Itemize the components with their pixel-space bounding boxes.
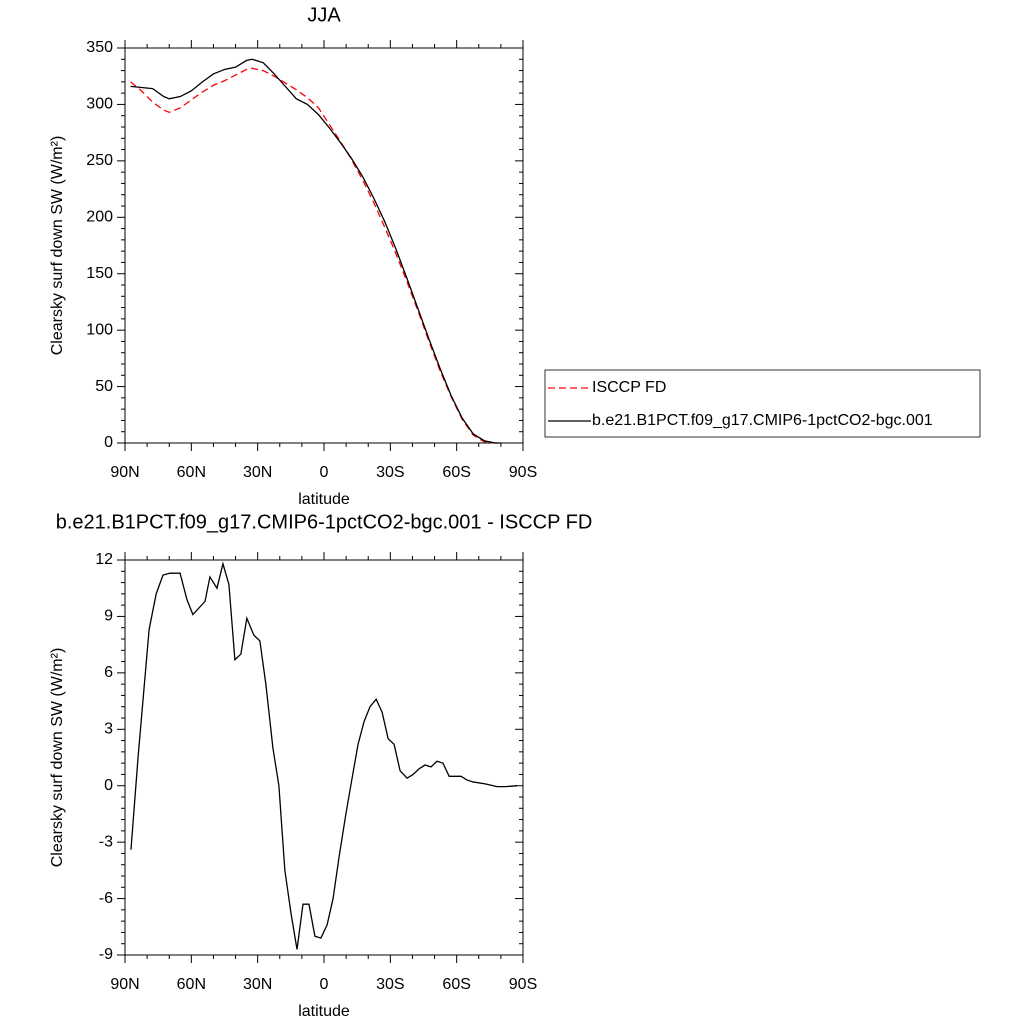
x-axis-label: latitude [298, 491, 350, 508]
y-tick-label: 50 [95, 378, 113, 395]
y-tick-label: -3 [99, 833, 113, 850]
x-tick-label: 90N [110, 464, 139, 481]
x-tick-label: 0 [320, 976, 329, 993]
x-tick-label: 60S [442, 976, 470, 993]
plot-frame [124, 47, 524, 444]
legend-label: b.e21.B1PCT.f09_g17.CMIP6-1pctCO2-bgc.00… [592, 412, 933, 429]
y-tick-label: 350 [86, 39, 113, 56]
y-tick-label: 6 [104, 664, 113, 681]
y-tick-label: 12 [95, 551, 113, 568]
chart-title: JJA [307, 4, 341, 26]
y-axis-label: Clearsky surf down SW (W/m²) [49, 136, 66, 356]
y-tick-label: 300 [86, 96, 113, 113]
y-tick-label: 150 [86, 265, 113, 282]
legend-label: ISCCP FD [592, 379, 666, 396]
x-tick-label: 30S [376, 464, 404, 481]
x-tick-label: 60S [442, 464, 470, 481]
y-tick-label: 200 [86, 209, 113, 226]
x-tick-label: 0 [320, 464, 329, 481]
x-tick-label: 60N [177, 976, 206, 993]
y-tick-label: -9 [99, 946, 113, 963]
x-tick-label: 90N [110, 976, 139, 993]
x-tick-label: 90S [509, 976, 537, 993]
y-tick-label: 9 [104, 608, 113, 625]
data-line [130, 58, 501, 444]
plot-frame [124, 559, 524, 956]
data-line [130, 561, 518, 950]
y-tick-label: 0 [104, 434, 113, 451]
x-tick-label: 30S [376, 976, 404, 993]
legend-box [544, 369, 981, 438]
x-tick-label: 60N [177, 464, 206, 481]
x-axis-label: latitude [298, 1003, 350, 1020]
x-tick-label: 30N [243, 464, 272, 481]
y-axis-label: Clearsky surf down SW (W/m²) [49, 648, 66, 868]
chart-title: b.e21.B1PCT.f09_g17.CMIP6-1pctCO2-bgc.00… [56, 511, 593, 533]
y-tick-label: -6 [99, 890, 113, 907]
y-tick-label: 3 [104, 721, 113, 738]
y-tick-label: 0 [104, 777, 113, 794]
y-tick-label: 250 [86, 152, 113, 169]
y-tick-label: 100 [86, 321, 113, 338]
data-line [130, 67, 501, 444]
x-tick-label: 90S [509, 464, 537, 481]
x-tick-label: 30N [243, 976, 272, 993]
